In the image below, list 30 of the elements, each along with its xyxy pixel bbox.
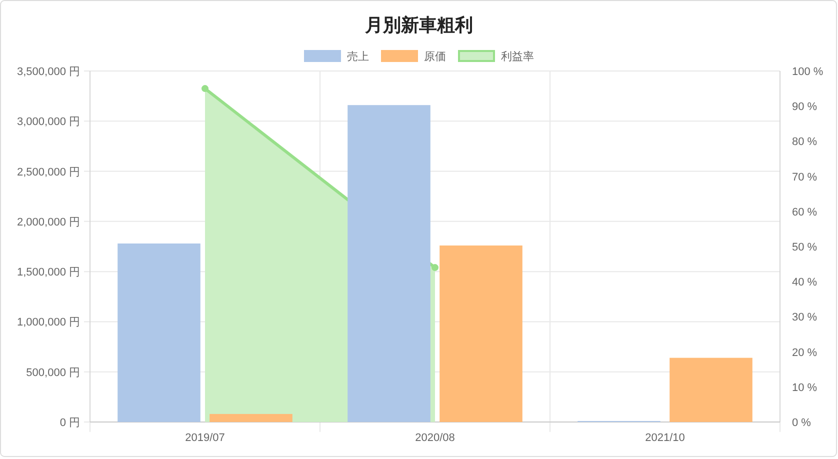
y2-tick-label: 80 % [792, 136, 818, 148]
y-tick-label: 3,500,000 円 [17, 66, 80, 78]
y-tick-label: 1,500,000 円 [17, 266, 80, 279]
legend-label: 売上 [347, 50, 369, 63]
y-tick-label: 2,500,000 円 [17, 166, 80, 178]
y2-tick-label: 40 % [792, 276, 818, 289]
y2-tick-label: 30 % [792, 312, 818, 324]
x-tick-label: 2019/07 [185, 432, 225, 444]
y-tick-label: 1,000,000 円 [17, 316, 80, 329]
y2-tick-label: 50 % [792, 242, 818, 254]
y2-tick-label: 20 % [792, 346, 818, 359]
chart-title: 月別新車粗利 [364, 15, 473, 35]
x-tick-label: 2020/08 [415, 432, 455, 444]
y2-tick-label: 0 % [792, 417, 812, 429]
legend-label: 利益率 [501, 50, 534, 63]
bar [118, 243, 200, 422]
y2-tick-label: 100 % [792, 66, 824, 78]
bar [210, 414, 292, 422]
bar [670, 358, 752, 422]
y-tick-label: 2,000,000 円 [17, 216, 80, 228]
y2-tick-label: 60 % [792, 206, 818, 218]
y-tick-label: 3,000,000 円 [17, 116, 80, 128]
y2-tick-label: 10 % [792, 382, 818, 394]
x-tick-label: 2021/10 [645, 432, 685, 444]
y-tick-label: 500,000 円 [26, 366, 80, 379]
y-tick-label: 0 円 [60, 417, 80, 429]
legend-label: 原価 [424, 51, 446, 63]
bar [440, 245, 522, 422]
y2-tick-label: 70 % [792, 171, 818, 184]
y2-tick-label: 90 % [792, 101, 818, 114]
